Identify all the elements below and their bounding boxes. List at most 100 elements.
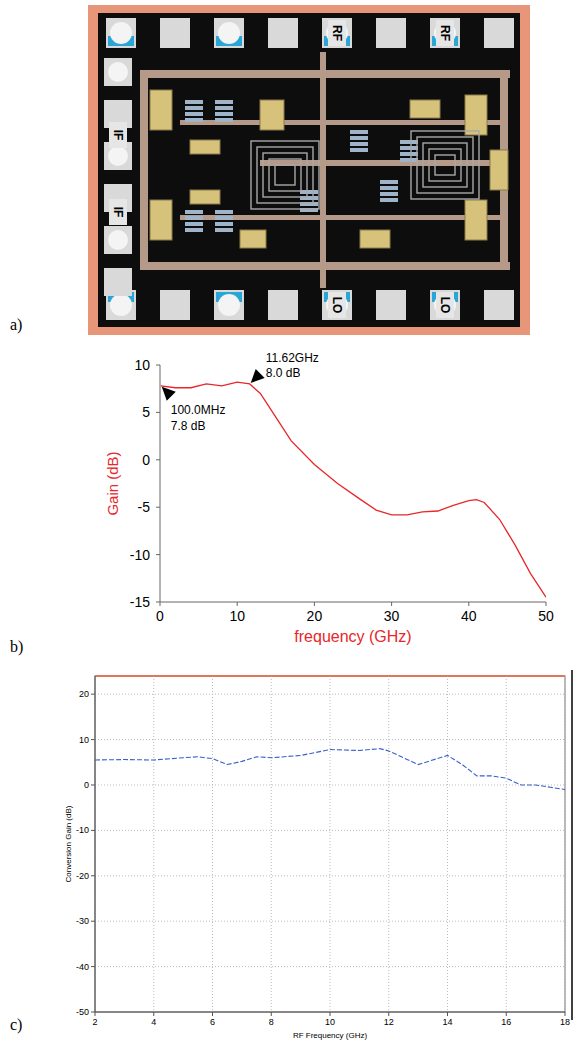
edge-line	[571, 670, 573, 1020]
transistor	[350, 130, 368, 134]
tick-label: 40	[461, 608, 477, 624]
tick	[91, 966, 95, 967]
tick-label: 0	[156, 608, 164, 624]
capacitor	[465, 95, 487, 135]
pad	[322, 18, 352, 48]
transistor	[400, 152, 418, 156]
inductor	[417, 137, 473, 193]
pad	[268, 18, 298, 48]
chip-border	[88, 5, 530, 335]
pad-label: IF	[111, 207, 125, 218]
capacitor	[190, 140, 220, 154]
pad-label-patch	[436, 292, 454, 318]
pad-label: LO	[438, 297, 452, 314]
transistor	[400, 146, 418, 150]
tick	[156, 365, 160, 366]
grid-line	[388, 676, 389, 1012]
tick-label: -10	[130, 547, 150, 563]
tick-label: -15	[130, 594, 150, 610]
panel-label: a)	[10, 316, 22, 334]
transistor	[300, 190, 318, 194]
tick-label: 12	[384, 1017, 394, 1027]
grid-line	[95, 921, 565, 922]
tick-label: -20	[76, 871, 89, 881]
annotation: 11.62GHz	[266, 351, 319, 365]
inductor	[423, 143, 467, 187]
tick-label: 0	[142, 452, 150, 468]
transistor	[215, 118, 233, 122]
figure: RFRFIFIFLOLOa)b)c)-15-10-505100102030405…	[0, 0, 580, 1041]
pad	[160, 290, 190, 320]
tick	[91, 784, 95, 785]
inductor	[257, 147, 313, 203]
chip-layout: RFRFIFIFLOLO	[88, 5, 530, 335]
marker	[251, 369, 265, 383]
data-group	[161, 382, 546, 597]
tick	[271, 1012, 272, 1016]
pad	[430, 290, 460, 320]
transistor	[350, 148, 368, 152]
pad	[268, 290, 298, 320]
panel-label: b)	[10, 638, 23, 656]
tick	[546, 602, 547, 606]
pad	[106, 18, 136, 48]
tick-label: -50	[76, 1007, 89, 1017]
capacitor	[240, 230, 266, 248]
inductor	[275, 165, 295, 185]
tick	[565, 1012, 566, 1016]
tick	[91, 830, 95, 831]
tick	[156, 507, 160, 508]
grid-line	[330, 676, 331, 1012]
pad	[214, 290, 244, 320]
tick-label: 20	[79, 689, 89, 699]
transistor	[350, 142, 368, 146]
annotation: 100.0MHz	[171, 403, 226, 417]
tick	[95, 1012, 96, 1016]
data-line	[161, 382, 546, 597]
pad	[104, 268, 132, 296]
tick-label: 6	[210, 1017, 215, 1027]
grid-line	[95, 1012, 565, 1013]
tick	[156, 459, 160, 460]
tick-label: 50	[538, 608, 554, 624]
pad-label-patch	[328, 20, 346, 46]
tick	[156, 412, 160, 413]
transistor	[380, 186, 398, 190]
tick	[447, 1012, 448, 1016]
tick	[391, 602, 392, 606]
data-line	[95, 749, 565, 790]
pad	[104, 58, 132, 86]
transistor	[185, 100, 203, 104]
transistor	[185, 112, 203, 116]
tick-label: 10	[325, 1017, 335, 1027]
pad	[484, 290, 514, 320]
transistor	[185, 210, 203, 214]
pad-label-patch	[328, 292, 346, 318]
tick-label: 16	[501, 1017, 511, 1027]
capacitor	[410, 100, 440, 118]
tick	[468, 602, 469, 606]
tick	[91, 1012, 95, 1013]
transistor	[350, 136, 368, 140]
capacitor	[260, 100, 284, 130]
inductor	[411, 131, 479, 199]
tick	[388, 1012, 389, 1016]
transistor	[185, 222, 203, 226]
tick-label: -10	[76, 825, 89, 835]
pad-ring	[108, 146, 128, 166]
tick	[153, 1012, 154, 1016]
transistor	[380, 198, 398, 202]
y-axis	[160, 365, 161, 602]
tick-label: -5	[138, 499, 151, 515]
pad-label-patch	[436, 20, 454, 46]
pad-ring	[110, 294, 132, 316]
grid-line	[95, 875, 565, 876]
chip-die	[98, 13, 520, 327]
plot-frame	[95, 676, 565, 1012]
pad	[484, 18, 514, 48]
transistor	[215, 100, 233, 104]
pad-label-patch	[109, 199, 127, 225]
annotation: 7.8 dB	[171, 419, 206, 433]
tick	[91, 739, 95, 740]
tick-label: 20	[307, 608, 323, 624]
